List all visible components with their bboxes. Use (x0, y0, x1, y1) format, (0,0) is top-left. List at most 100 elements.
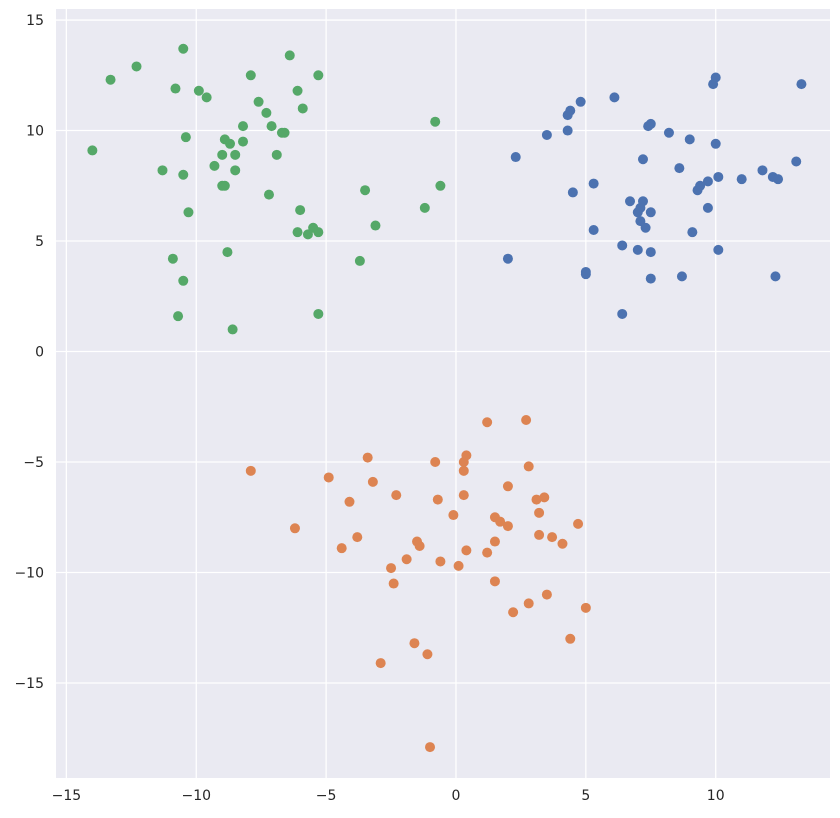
data-point (523, 598, 534, 609)
data-point (632, 207, 643, 218)
data-point (461, 545, 472, 556)
plot-background (56, 9, 830, 778)
data-point (225, 138, 236, 149)
data-point (336, 543, 347, 554)
data-point (547, 532, 558, 543)
data-point (419, 202, 430, 213)
data-point (617, 308, 628, 319)
data-point (375, 658, 386, 669)
data-point (796, 79, 807, 90)
data-point (217, 180, 228, 191)
data-point (230, 149, 241, 160)
data-point (217, 149, 228, 160)
data-point (710, 138, 721, 149)
data-point (370, 220, 381, 231)
data-point (674, 163, 685, 174)
data-point (131, 61, 142, 72)
data-point (178, 43, 189, 54)
data-point (502, 253, 513, 264)
data-point (645, 247, 656, 258)
data-point (713, 171, 724, 182)
data-point (713, 244, 724, 255)
data-point (791, 156, 802, 167)
x-tick-label: −10 (181, 788, 211, 804)
data-point (495, 516, 506, 527)
data-point (557, 538, 568, 549)
data-point (435, 556, 446, 567)
data-point (253, 96, 264, 107)
data-point (178, 275, 189, 286)
data-point (230, 165, 241, 176)
data-point (295, 205, 306, 216)
data-point (541, 129, 552, 140)
x-tick-label: −15 (52, 788, 82, 804)
data-point (425, 742, 436, 753)
series-3 (87, 43, 446, 335)
data-point (534, 507, 545, 518)
data-point (702, 176, 713, 187)
data-point (313, 227, 324, 238)
data-point (541, 589, 552, 600)
data-point (708, 79, 719, 90)
data-point (360, 185, 371, 196)
data-point (279, 127, 290, 138)
data-point (313, 70, 324, 81)
data-point (573, 518, 584, 529)
data-point (271, 149, 282, 160)
data-point (482, 547, 493, 558)
data-point (362, 452, 373, 463)
data-point (458, 465, 469, 476)
data-point (105, 74, 116, 85)
data-point (289, 523, 300, 534)
series-2 (245, 415, 591, 753)
data-point (173, 311, 184, 322)
data-point (684, 134, 695, 145)
data-point (245, 465, 256, 476)
data-point (87, 145, 98, 156)
data-point (448, 510, 459, 521)
data-point (263, 189, 274, 200)
data-point (617, 240, 628, 251)
data-point (588, 178, 599, 189)
data-point (302, 229, 313, 240)
data-point (430, 116, 441, 127)
data-point (773, 174, 784, 185)
data-point (458, 490, 469, 501)
data-point (770, 271, 781, 282)
data-point (313, 308, 324, 319)
y-tick-label: −15 (14, 676, 44, 692)
data-point (534, 529, 545, 540)
data-point (692, 185, 703, 196)
data-point (354, 255, 365, 266)
data-point (422, 649, 433, 660)
data-point (580, 269, 591, 280)
data-point (238, 136, 249, 147)
y-tick-label: −10 (14, 565, 44, 581)
data-point (640, 222, 651, 233)
data-point (588, 224, 599, 235)
data-point (625, 196, 636, 207)
data-point (632, 244, 643, 255)
data-point (391, 490, 402, 501)
data-point (414, 540, 425, 551)
data-point (167, 253, 178, 264)
data-point (409, 638, 420, 649)
y-axis-ticks: 15 10 5 0 −5 −10 −15 (14, 13, 44, 692)
data-point (432, 494, 443, 505)
data-point (643, 121, 654, 132)
data-point (386, 563, 397, 574)
data-point (388, 578, 399, 589)
series-1 (502, 72, 807, 319)
y-tick-label: 15 (26, 13, 44, 29)
x-tick-label: 0 (452, 788, 461, 804)
data-point (458, 457, 469, 468)
data-point (687, 227, 698, 238)
data-point (663, 127, 674, 138)
data-point (562, 125, 573, 136)
data-point (502, 521, 513, 532)
data-point (645, 273, 656, 284)
data-point (183, 207, 194, 218)
data-point (238, 121, 249, 132)
data-point (645, 207, 656, 218)
data-point (736, 174, 747, 185)
